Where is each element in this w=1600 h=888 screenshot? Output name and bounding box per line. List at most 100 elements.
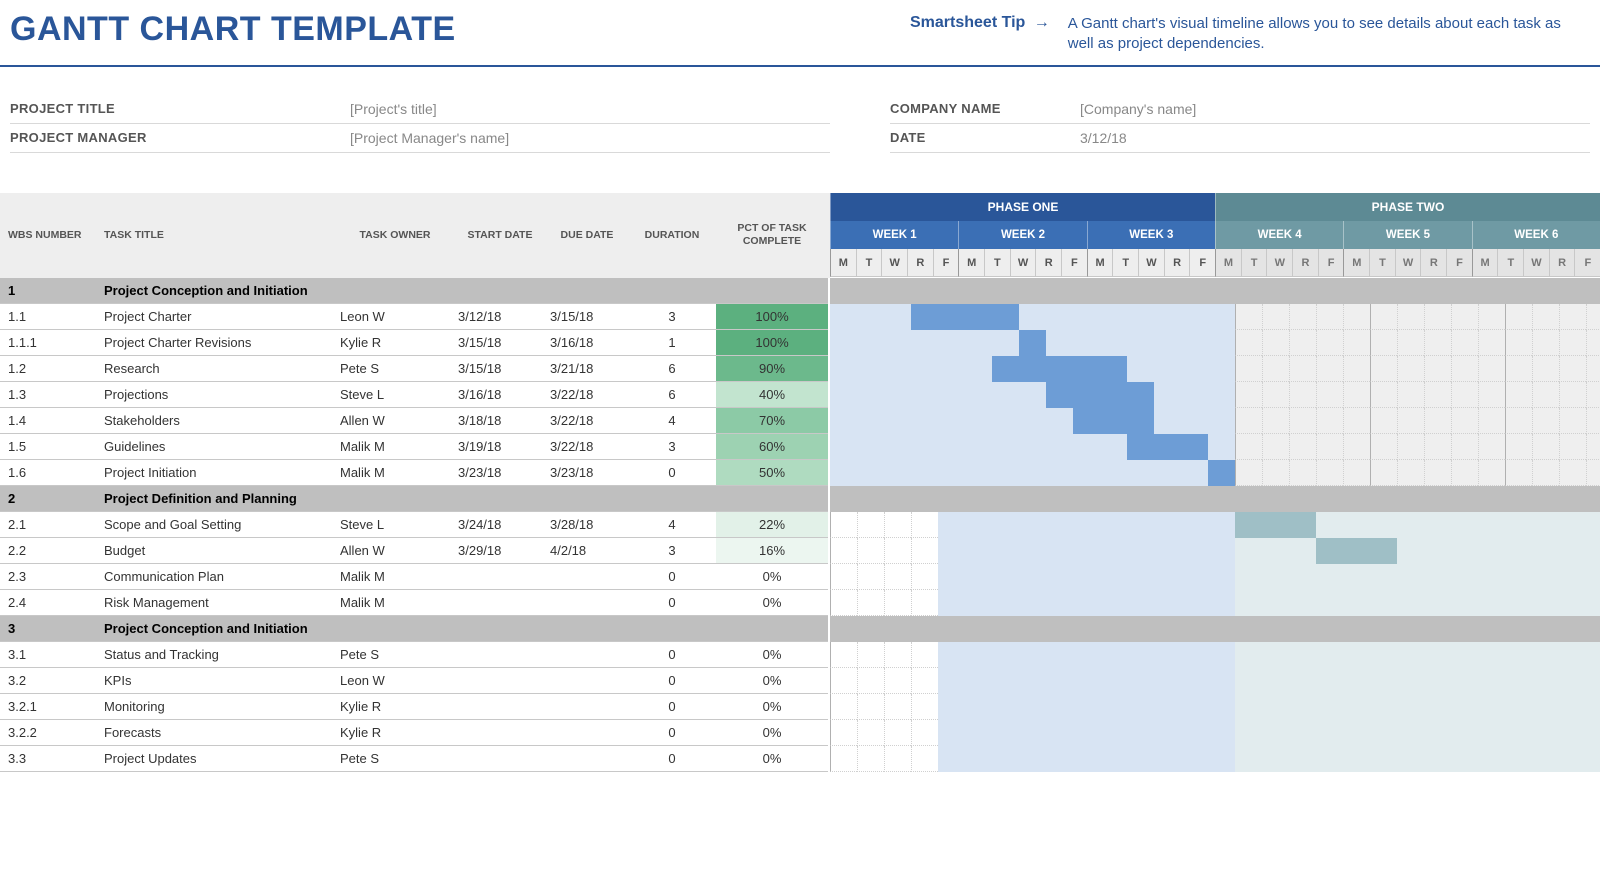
timeline-cell[interactable]: [1424, 356, 1451, 382]
task-row[interactable]: 2.4Risk ManagementMalik M00%: [0, 590, 830, 616]
cell-duration[interactable]: 0: [628, 642, 716, 668]
task-row[interactable]: 3.1Status and TrackingPete S00%: [0, 642, 830, 668]
cell-due[interactable]: 3/15/18: [546, 304, 628, 330]
task-row[interactable]: 1.2ResearchPete S3/15/183/21/18690%: [0, 356, 830, 382]
cell-pct[interactable]: 22%: [716, 512, 828, 538]
timeline-cell[interactable]: [857, 720, 884, 746]
timeline-cell[interactable]: [1532, 330, 1559, 356]
cell-wbs[interactable]: 1.1.1: [0, 330, 100, 356]
cell-owner[interactable]: Malik M: [336, 460, 454, 486]
cell-pct[interactable]: 50%: [716, 460, 828, 486]
timeline-cell[interactable]: [1424, 304, 1451, 330]
cell-pct[interactable]: 0%: [716, 564, 828, 590]
timeline-cell[interactable]: [830, 538, 857, 564]
cell-wbs[interactable]: 3.2.1: [0, 694, 100, 720]
timeline-cell[interactable]: [830, 564, 857, 590]
cell-start[interactable]: [454, 486, 546, 512]
cell-title[interactable]: Project Conception and Initiation: [100, 278, 336, 304]
timeline-cell[interactable]: [1343, 434, 1370, 460]
timeline-cell[interactable]: [1316, 304, 1343, 330]
cell-owner[interactable]: Kylie R: [336, 694, 454, 720]
timeline-cell[interactable]: [1370, 434, 1397, 460]
cell-pct[interactable]: 100%: [716, 330, 828, 356]
cell-owner[interactable]: Leon W: [336, 668, 454, 694]
timeline-cell[interactable]: [1478, 356, 1505, 382]
timeline-cell[interactable]: [911, 720, 938, 746]
cell-pct[interactable]: [716, 278, 828, 304]
timeline-cell[interactable]: [1262, 460, 1289, 486]
gantt-bar[interactable]: [1046, 382, 1154, 408]
cell-wbs[interactable]: 1.4: [0, 408, 100, 434]
timeline-cell[interactable]: [1451, 330, 1478, 356]
timeline-cell[interactable]: [830, 720, 857, 746]
cell-title[interactable]: Stakeholders: [100, 408, 336, 434]
cell-title[interactable]: Project Charter Revisions: [100, 330, 336, 356]
meta-value[interactable]: [Project's title]: [350, 101, 437, 117]
timeline-cell[interactable]: [911, 564, 938, 590]
cell-due[interactable]: 3/16/18: [546, 330, 628, 356]
cell-wbs[interactable]: 2: [0, 486, 100, 512]
cell-pct[interactable]: [716, 486, 828, 512]
task-row[interactable]: 1.3ProjectionsSteve L3/16/183/22/18640%: [0, 382, 830, 408]
cell-start[interactable]: [454, 668, 546, 694]
timeline-cell[interactable]: [1478, 408, 1505, 434]
task-row[interactable]: 3.2.1MonitoringKylie R00%: [0, 694, 830, 720]
timeline-cell[interactable]: [1451, 408, 1478, 434]
cell-start[interactable]: 3/23/18: [454, 460, 546, 486]
cell-owner[interactable]: Malik M: [336, 590, 454, 616]
task-row[interactable]: 1.1.1Project Charter RevisionsKylie R3/1…: [0, 330, 830, 356]
cell-title[interactable]: Project Definition and Planning: [100, 486, 336, 512]
timeline-cell[interactable]: [1451, 304, 1478, 330]
gantt-bar[interactable]: [1127, 434, 1208, 460]
timeline-cell[interactable]: [1586, 434, 1600, 460]
cell-owner[interactable]: Pete S: [336, 356, 454, 382]
timeline-cell[interactable]: [911, 590, 938, 616]
cell-due[interactable]: [546, 278, 628, 304]
cell-wbs[interactable]: 1.3: [0, 382, 100, 408]
timeline-cell[interactable]: [857, 694, 884, 720]
timeline-cell[interactable]: [1235, 434, 1262, 460]
cell-start[interactable]: 3/18/18: [454, 408, 546, 434]
timeline-cell[interactable]: [1559, 460, 1586, 486]
timeline-cell[interactable]: [857, 590, 884, 616]
cell-due[interactable]: 3/22/18: [546, 382, 628, 408]
meta-value[interactable]: [Project Manager's name]: [350, 130, 509, 146]
timeline-cell[interactable]: [1559, 330, 1586, 356]
timeline-cell[interactable]: [1316, 382, 1343, 408]
cell-wbs[interactable]: 1.2: [0, 356, 100, 382]
cell-duration[interactable]: 0: [628, 460, 716, 486]
cell-start[interactable]: 3/16/18: [454, 382, 546, 408]
timeline-cell[interactable]: [884, 668, 911, 694]
timeline-cell[interactable]: [1505, 330, 1532, 356]
timeline-cell[interactable]: [1397, 382, 1424, 408]
timeline-cell[interactable]: [830, 512, 857, 538]
cell-pct[interactable]: 90%: [716, 356, 828, 382]
cell-due[interactable]: 3/21/18: [546, 356, 628, 382]
cell-start[interactable]: 3/19/18: [454, 434, 546, 460]
cell-start[interactable]: [454, 694, 546, 720]
cell-pct[interactable]: 0%: [716, 694, 828, 720]
timeline-cell[interactable]: [1586, 460, 1600, 486]
cell-owner[interactable]: Kylie R: [336, 720, 454, 746]
cell-start[interactable]: [454, 746, 546, 772]
cell-title[interactable]: Status and Tracking: [100, 642, 336, 668]
cell-start[interactable]: [454, 590, 546, 616]
timeline-cell[interactable]: [884, 694, 911, 720]
cell-due[interactable]: [546, 694, 628, 720]
cell-start[interactable]: [454, 642, 546, 668]
cell-owner[interactable]: Steve L: [336, 512, 454, 538]
timeline-cell[interactable]: [1235, 408, 1262, 434]
cell-title[interactable]: Project Conception and Initiation: [100, 616, 336, 642]
timeline-cell[interactable]: [1505, 382, 1532, 408]
timeline-cell[interactable]: [1343, 460, 1370, 486]
gantt-bar[interactable]: [1235, 512, 1316, 538]
cell-wbs[interactable]: 2.4: [0, 590, 100, 616]
cell-due[interactable]: 3/22/18: [546, 434, 628, 460]
timeline-cell[interactable]: [1559, 304, 1586, 330]
cell-duration[interactable]: [628, 278, 716, 304]
cell-pct[interactable]: 70%: [716, 408, 828, 434]
timeline-cell[interactable]: [1370, 460, 1397, 486]
cell-pct[interactable]: 0%: [716, 720, 828, 746]
cell-duration[interactable]: 0: [628, 694, 716, 720]
timeline-cell[interactable]: [1451, 356, 1478, 382]
